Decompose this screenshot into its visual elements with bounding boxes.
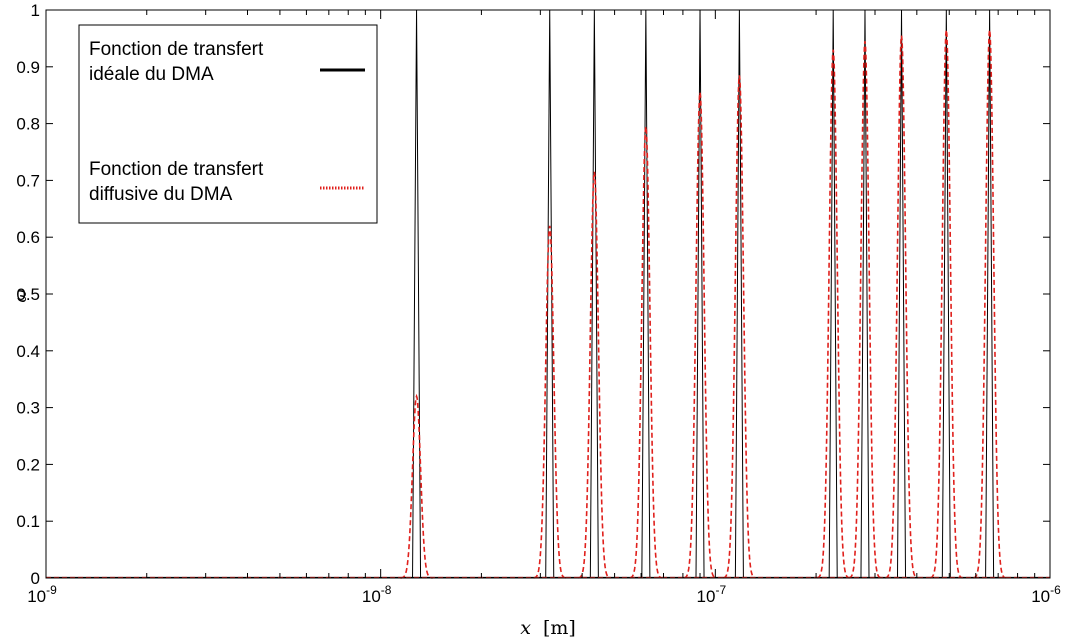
- series-2-peak-9: [885, 35, 918, 579]
- y-tick-label: 0.4: [16, 342, 40, 361]
- series-2-peak-3: [578, 171, 611, 579]
- y-tick-label: 0: [31, 569, 40, 588]
- x-tick-label: 10-9: [27, 583, 57, 606]
- series-2-peak-6: [723, 75, 756, 579]
- y-tick-label: 0.9: [16, 58, 40, 77]
- series-2-peak-2: [533, 225, 566, 579]
- y-tick-label: 0.2: [16, 455, 40, 474]
- x-axis-unit: [m]: [543, 617, 576, 639]
- legend-series-2-line-2: diffusive du DMA: [89, 184, 233, 205]
- x-tick-label: 10-6: [1031, 583, 1061, 606]
- ticks-layer: 0 0.1 0.2 0.3 0.4 0.5 0.6 0.7 0.8 0.9 1 10-9 10-8 10-…: [16, 1, 1061, 606]
- y-tick-label: 0.1: [16, 512, 40, 531]
- series-2-peak-11: [973, 29, 1006, 579]
- x-axis-label: x [m]: [520, 617, 576, 639]
- x-tick-label: 10-7: [697, 583, 727, 606]
- y-tick-label: 1: [31, 1, 40, 20]
- y-axis-label: ω: [11, 289, 30, 302]
- y-tick-label: 0.5: [16, 285, 40, 304]
- legend-series-1-line-1: Fonction de transfert: [89, 39, 264, 60]
- legend-box: [78, 24, 378, 224]
- series-2-peak-4: [629, 126, 663, 579]
- series-2-peak-7: [816, 49, 850, 579]
- legend-series-2-label: Fonction de transfert diffusive du DMA: [89, 159, 269, 205]
- series-2-peak-8: [848, 41, 882, 579]
- series-2-peak-10: [930, 29, 963, 579]
- y-tick-label: 0.8: [16, 115, 40, 134]
- legend: Fonction de transfert idéale du DMA Fonc…: [78, 24, 378, 224]
- legend-series-1-line-2: idéale du DMA: [89, 64, 214, 85]
- legend-series-2-line-1: Fonction de transfert: [89, 159, 264, 180]
- y-tick-label: 0.7: [16, 171, 40, 190]
- series-2-peak-1: [400, 393, 433, 579]
- x-axis-var: x: [520, 617, 531, 639]
- legend-series-1-label: Fonction de transfert idéale du DMA: [89, 39, 269, 85]
- y-tick-label: 0.6: [16, 228, 40, 247]
- x-tick-label: 10-8: [362, 583, 392, 606]
- y-tick-label: 0.3: [16, 399, 40, 418]
